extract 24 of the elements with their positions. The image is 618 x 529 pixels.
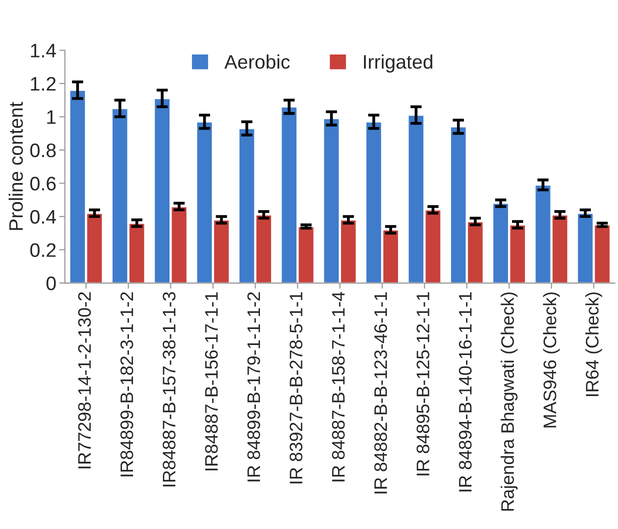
x-tick-label: Rajendra Bhagwati (Check) (500, 292, 518, 511)
x-tick-label: MAS946 (Check) (543, 292, 560, 428)
x-tick-label: IR84887-B-157-38-1-1-3 (162, 292, 176, 486)
y-tick-label: 0.8 (30, 143, 56, 158)
x-tick-label: IR84887-B-156-17-1-1 (205, 292, 218, 470)
x-tick-label: IR84899-B-182-3-1-1-2 (120, 292, 134, 476)
y-tick-label: 1 (47, 110, 56, 124)
x-tick-label: IR 84899-B-179-1-1-1-2 (247, 292, 260, 482)
x-tick-label: IR 84882-B-B-123-46-1-1 (374, 292, 388, 494)
legend-label: Aerobic (224, 54, 290, 69)
y-tick-label: 1.4 (31, 44, 56, 58)
y-axis-title: Proline content (8, 102, 23, 230)
y-tick-label: 0 (46, 276, 56, 290)
x-tick-label: IR 84895-B-125-12-1-1 (416, 292, 430, 476)
x-tick-label: IR77298-14-1-2-130-2 (78, 292, 91, 468)
x-tick-label: IR 84894-B-140-16-1-1-1 (458, 292, 472, 492)
y-tick-label: 1.2 (31, 76, 56, 91)
x-tick-label: IR 83927-B-B-278-5-1-1 (290, 292, 302, 484)
x-tick-label: IR 84887-B-158-7-1-1-4 (332, 292, 345, 482)
y-tick-label: 0.4 (30, 210, 56, 224)
legend-label: Irrigated (364, 54, 432, 73)
x-tick-label: IR64 (Check) (585, 292, 602, 396)
y-tick-label: 0.6 (30, 176, 56, 190)
y-tick-label: 0.2 (30, 243, 56, 257)
